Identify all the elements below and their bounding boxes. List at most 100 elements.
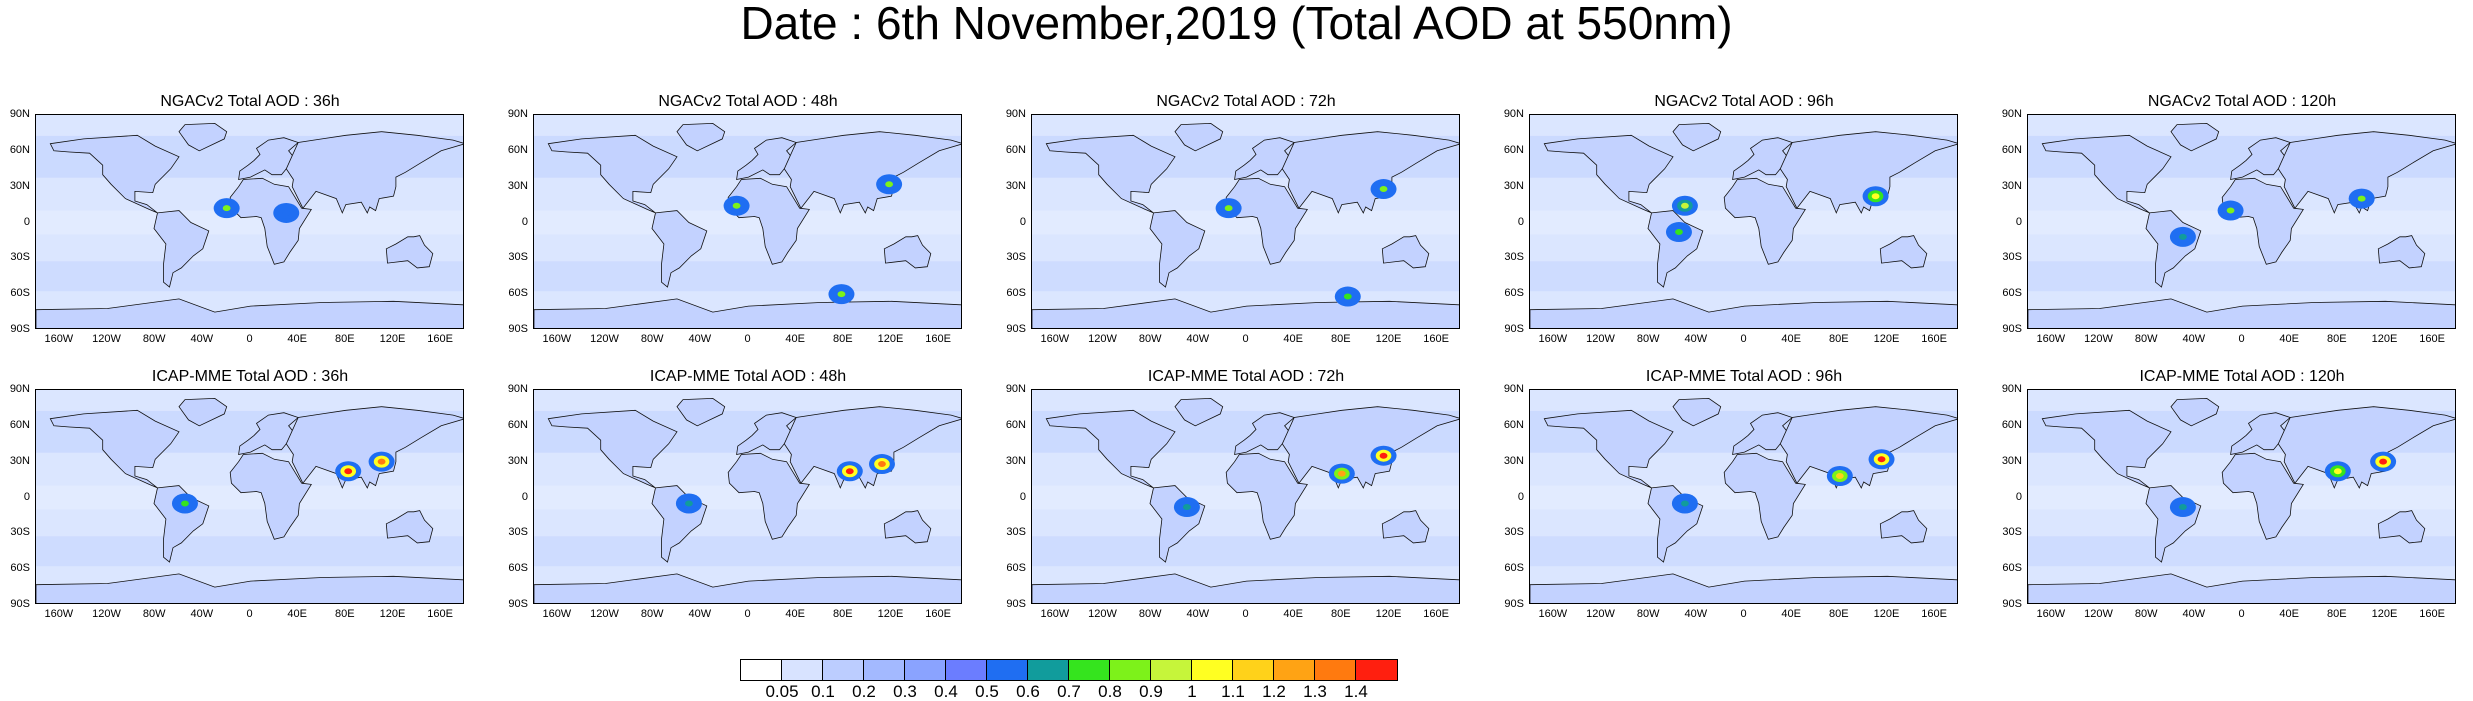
longitude-tick-label: 0 [1242, 333, 1249, 345]
aod-hotspot [1675, 229, 1683, 236]
aod-map [534, 122, 961, 328]
latitude-tick-label: 90S [2002, 323, 2022, 335]
continent-asia [285, 131, 463, 214]
colorbar-swatch [1274, 660, 1315, 680]
latitude-tick-label: 90N [2001, 108, 2022, 120]
longitude-tick-label: 160W [1040, 333, 1070, 345]
aod-background-band [534, 261, 961, 292]
colorbar-tick-label: 0.5 [975, 682, 999, 701]
latitude-tick-label: 30S [1006, 526, 1026, 539]
panel-title: ICAP-MME Total AOD : 72h [1147, 368, 1345, 385]
colorbar-tick-label: 0.7 [1057, 682, 1081, 701]
continent-antarctica [1530, 298, 1957, 328]
continent-asia [2277, 131, 2455, 214]
continent-greenland [1672, 122, 1722, 152]
longitude-tick-label: 80E [833, 608, 853, 620]
colorbar-tick-label: 1.3 [1303, 682, 1327, 701]
continent-antarctica [534, 573, 961, 603]
aod-hotspot [1379, 186, 1388, 193]
longitude-tick-label: 80W [1636, 333, 1660, 345]
panel-title: ICAP-MME Total AOD : 48h [649, 368, 847, 385]
map-frame [2027, 114, 2456, 329]
latitude-tick-label: 30N [2001, 179, 2022, 192]
colorbar-swatch [1028, 660, 1069, 680]
latitude-tick-label: 90N [507, 383, 528, 395]
longitude-tick-label: 160E [1921, 333, 1948, 345]
continent-north-america [49, 134, 180, 214]
longitude-tick-label: 80W [1138, 333, 1162, 345]
aod-map [36, 397, 463, 603]
latitude-tick-label: 30S [10, 251, 30, 264]
colorbar-swatch [1356, 660, 1397, 680]
latitude-tick-label: 30N [1005, 179, 1026, 192]
aod-background-band [2028, 261, 2455, 292]
latitude-tick-label: 30S [1504, 526, 1524, 539]
continent-asia [1779, 406, 1957, 489]
colorbar-swatch [741, 660, 782, 680]
map-panel: NGACv2 Total AOD : 96h 90N 60N 30N 0 30S 60S 90… [1502, 93, 1962, 353]
continent-greenland [178, 397, 228, 427]
aod-background-band [1032, 261, 1459, 292]
map-panel: ICAP-MME Total AOD : 48h 90N 60N 30N 0 30S 60S… [506, 368, 966, 628]
colorbar-swatch [1069, 660, 1110, 680]
longitude-tick-label: 80E [1829, 333, 1849, 345]
continent-greenland [178, 122, 228, 152]
aod-background-band [534, 536, 961, 567]
latitude-tick-label: 60N [1503, 418, 1524, 431]
colorbar-tick-label: 0.8 [1098, 682, 1122, 701]
aod-hotspot [1871, 193, 1880, 200]
latitude-tick-label: 60S [10, 287, 30, 300]
colorbar [740, 659, 1398, 681]
latitude-tick-label: 90N [9, 383, 30, 395]
colorbar-swatch [1151, 660, 1192, 680]
longitude-tick-label: 80E [833, 333, 853, 345]
latitude-tick-label: 30N [507, 179, 528, 192]
longitude-tick-label: 40W [688, 608, 712, 620]
longitude-tick-label: 120W [2084, 333, 2113, 345]
longitude-tick-label: 40E [1283, 608, 1303, 620]
continent-africa [2221, 177, 2304, 265]
longitude-tick-label: 80E [335, 333, 355, 345]
longitude-tick-label: 120W [1586, 333, 1615, 345]
longitude-tick-label: 80W [2134, 608, 2158, 620]
latitude-tick-label: 30N [9, 454, 30, 467]
continent-africa [727, 452, 810, 540]
latitude-tick-label: 30S [1006, 251, 1026, 264]
longitude-tick-label: 40E [1781, 333, 1801, 345]
aod-background-band [534, 485, 961, 510]
aod-map [1032, 122, 1459, 328]
longitude-tick-label: 40E [287, 608, 307, 620]
panel-title: NGACv2 Total AOD : 36h [160, 93, 340, 110]
longitude-tick-label: 120W [92, 608, 121, 620]
latitude-tick-label: 90N [1005, 383, 1026, 395]
continent-africa [1225, 177, 1308, 265]
longitude-tick-label: 120E [379, 333, 406, 345]
longitude-tick-label: 80E [335, 608, 355, 620]
continent-greenland [2170, 397, 2220, 427]
longitude-tick-label: 160E [2419, 608, 2446, 620]
continent-australia [385, 235, 434, 269]
map-frame [1529, 114, 1958, 329]
longitude-tick-label: 40W [688, 333, 712, 345]
continent-north-america [547, 409, 678, 489]
longitude-tick-label: 40W [2182, 608, 2206, 620]
map-panel: NGACv2 Total AOD : 48h 90N 60N 30N 0 30S 60S 90… [506, 93, 966, 353]
aod-background-band [1530, 485, 1957, 510]
aod-hotspot [837, 291, 846, 298]
continent-africa [727, 177, 810, 265]
latitude-tick-label: 60S [1006, 287, 1026, 300]
longitude-tick-label: 80E [2327, 333, 2347, 345]
aod-background-band [2028, 536, 2455, 567]
longitude-tick-label: 120E [877, 333, 904, 345]
aod-hotspot [181, 500, 189, 507]
longitude-tick-label: 40E [785, 333, 805, 345]
map-panel: NGACv2 Total AOD : 120h 90N 60N 30N 0 30S 60S 9… [2000, 93, 2460, 353]
latitude-tick-label: 60S [10, 562, 30, 575]
longitude-tick-label: 80W [2134, 333, 2158, 345]
longitude-tick-label: 40W [1186, 608, 1210, 620]
continent-antarctica [1032, 573, 1459, 603]
continent-antarctica [534, 298, 961, 328]
aod-hotspot [2357, 195, 2366, 202]
latitude-tick-label: 30S [508, 526, 528, 539]
longitude-tick-label: 160E [2419, 333, 2446, 345]
